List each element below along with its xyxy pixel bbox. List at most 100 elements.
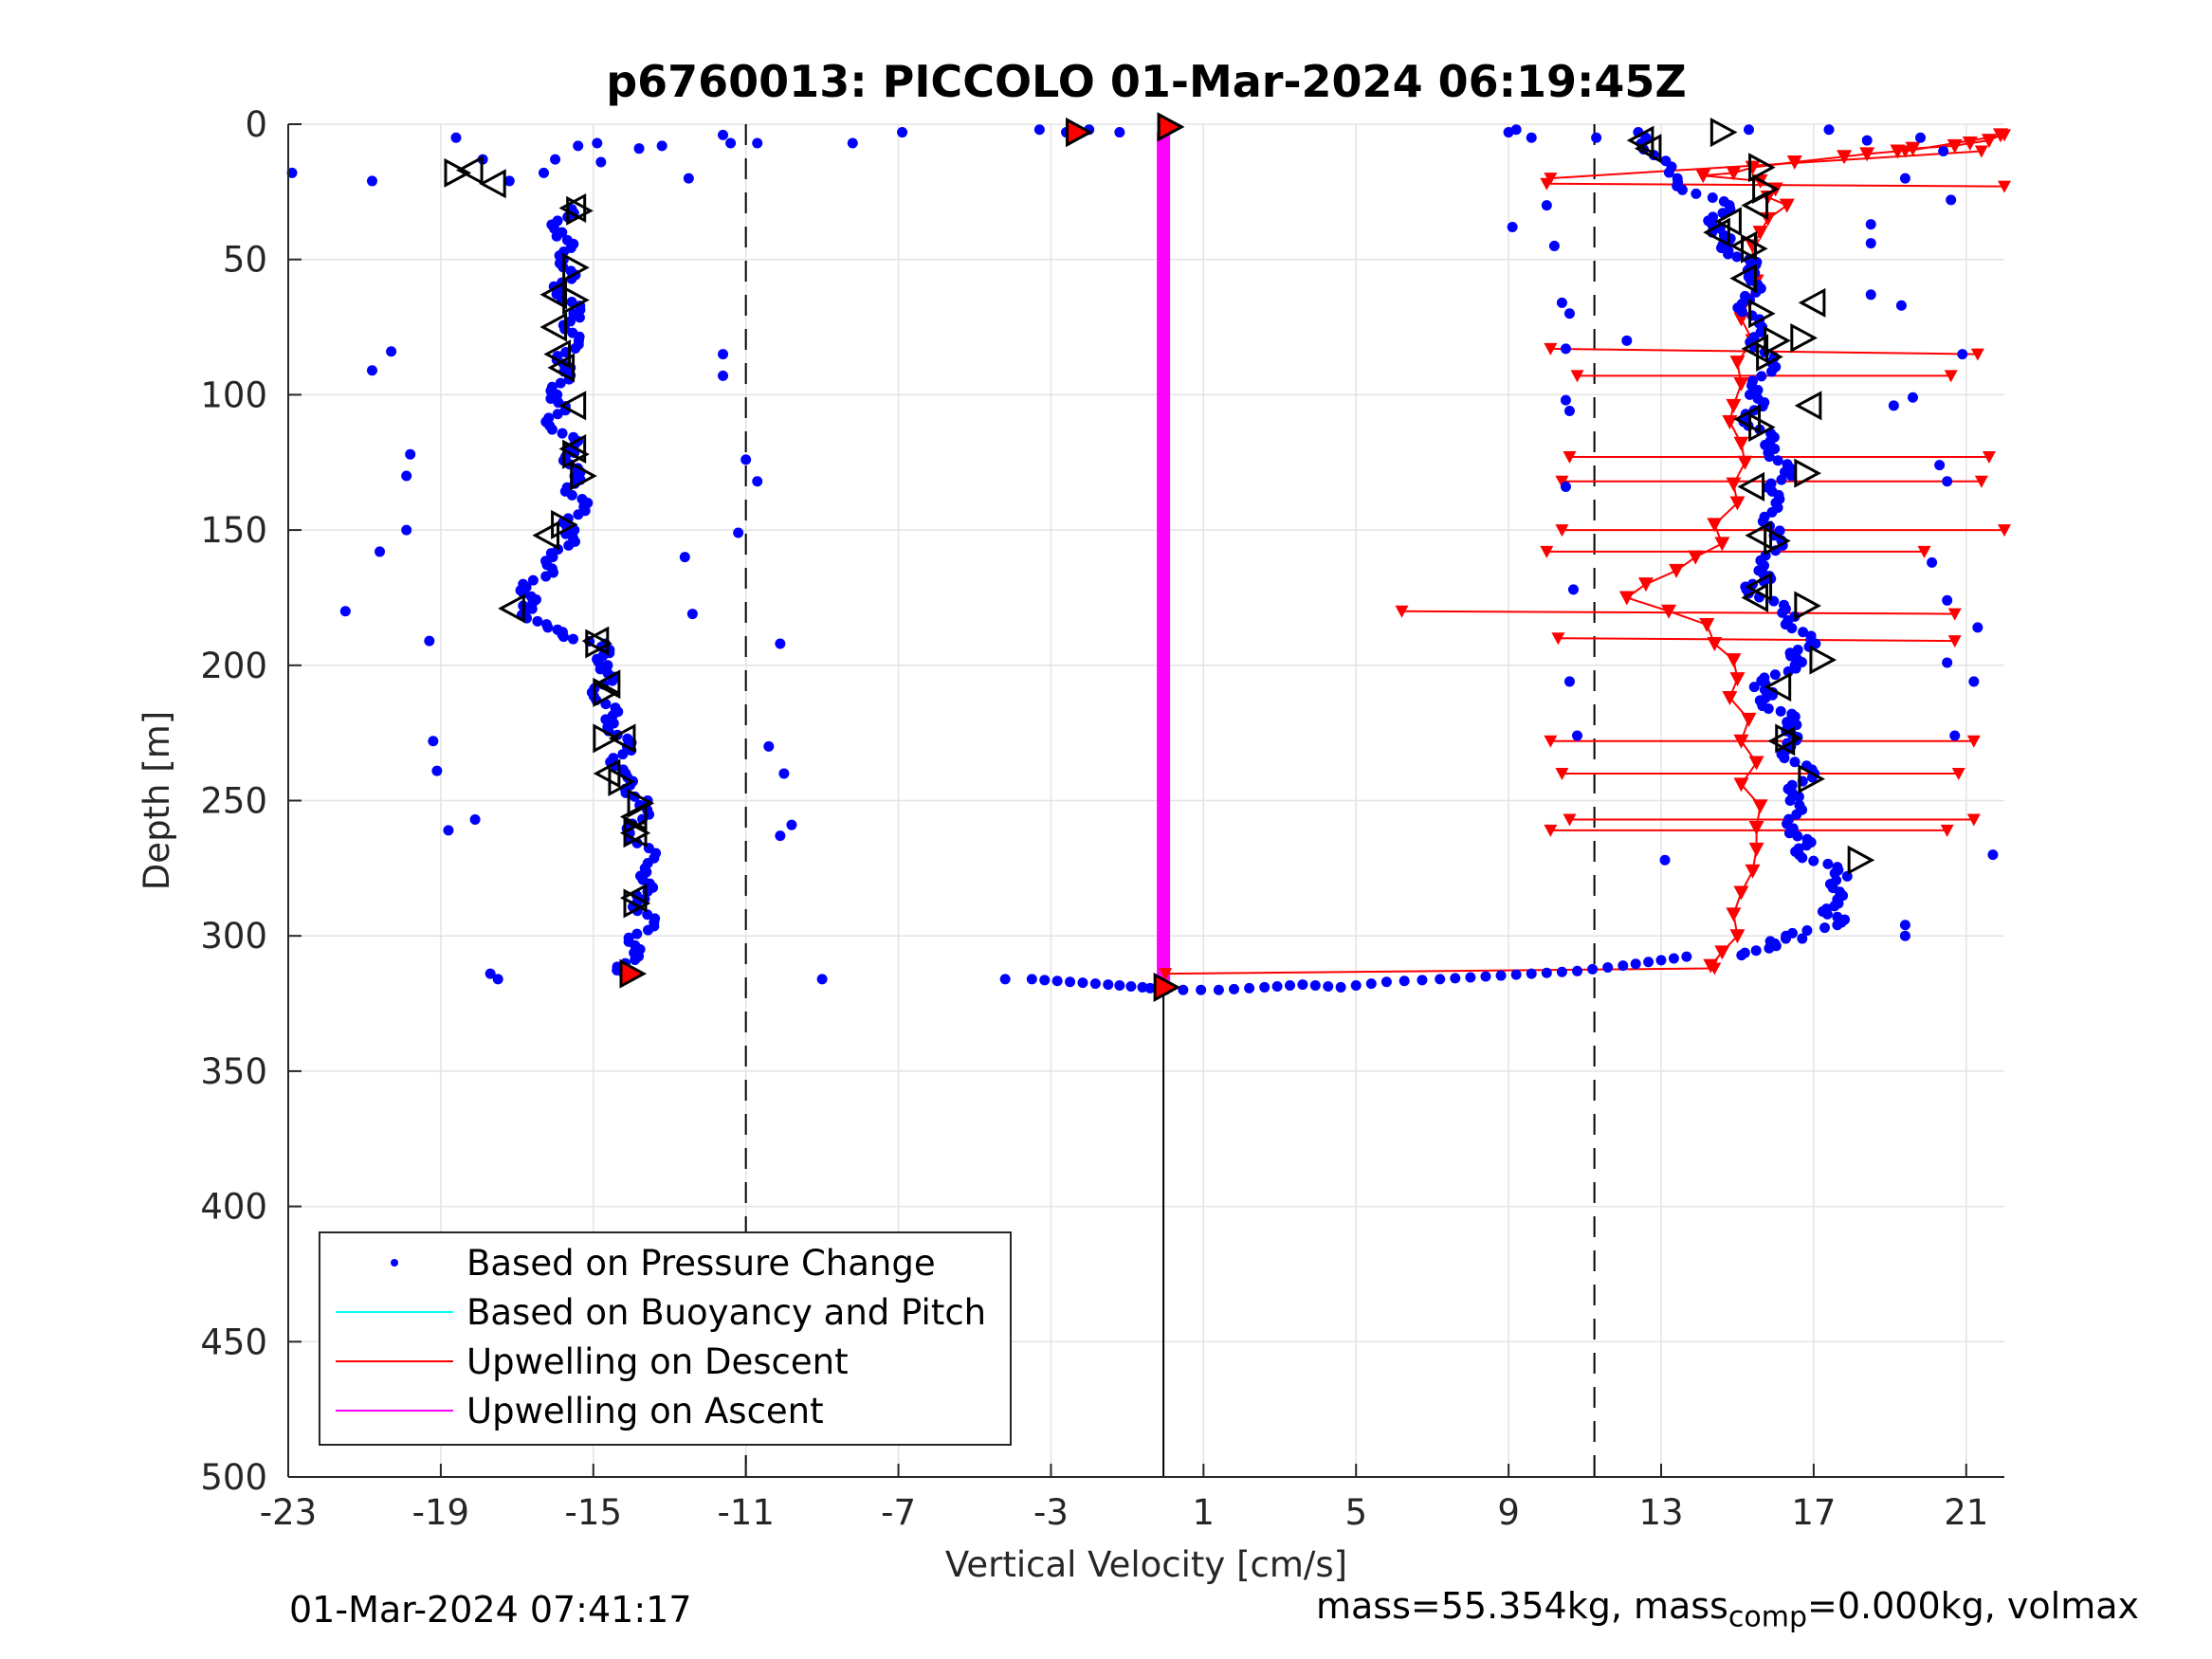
pressure-outlier-point <box>1865 238 1876 249</box>
pressure-apogee-point <box>1572 965 1583 976</box>
descent-marker <box>1982 451 1996 465</box>
pressure-surface-point <box>897 127 908 138</box>
descent-marker <box>1544 735 1558 748</box>
descent-marker <box>1540 545 1554 558</box>
pressure-outlier-point <box>405 448 416 460</box>
descent-marker <box>1992 128 2008 143</box>
red-filled-triangle-marker <box>619 958 648 989</box>
pressure-outlier-point <box>375 546 386 557</box>
pressure-apogee-point <box>1137 981 1148 993</box>
pressure-apogee-point <box>1541 967 1552 978</box>
pressure-apogee-point <box>1089 978 1101 990</box>
pressure-descent-point <box>1819 922 1831 934</box>
left-triangle-marker <box>1729 264 1757 294</box>
x-tick-label: 9 <box>1497 1492 1520 1533</box>
red-filled-triangle-marker <box>1066 118 1093 148</box>
pressure-apogee-point <box>1285 980 1296 992</box>
descent-marker <box>1951 767 1965 780</box>
descent-marker <box>1962 136 1978 151</box>
pressure-descent-point <box>1769 669 1781 681</box>
pressure-descent-point <box>1777 607 1788 618</box>
pressure-ascent-point <box>532 615 543 627</box>
descent-marker <box>1722 691 1738 706</box>
pressure-apogee-point <box>1309 980 1321 992</box>
pressure-descent-point <box>1801 924 1813 936</box>
right-triangle-marker <box>1748 153 1776 183</box>
pressure-apogee-point <box>1495 970 1507 981</box>
y-tick-label: 450 <box>200 1322 267 1362</box>
pressure-ascent-point <box>557 428 568 439</box>
pressure-descent-point <box>1766 506 1778 518</box>
chart-title: p6760013: PICCOLO 01-Mar-2024 06:19:45Z <box>606 56 1687 107</box>
right-triangle-marker <box>1847 845 1875 875</box>
pressure-outlier-point <box>366 365 377 376</box>
pressure-outlier-point <box>484 968 496 979</box>
pressure-surface-point <box>366 175 377 187</box>
y-tick-label: 300 <box>200 916 267 957</box>
descent-marker <box>1998 180 2011 193</box>
pressure-outlier-point <box>1560 343 1571 355</box>
pressure-surface-point <box>286 167 298 178</box>
descent-marker <box>1917 545 1931 558</box>
x-tick-label: -23 <box>260 1492 317 1533</box>
y-tick-label: 500 <box>200 1457 267 1498</box>
pressure-apogee-point <box>1510 969 1522 980</box>
pressure-outlier-point <box>1563 406 1575 417</box>
red-filled-triangle-marker <box>1157 112 1185 142</box>
red-filled-triangle-marker <box>1153 972 1181 1002</box>
pressure-apogee-point <box>1229 983 1240 994</box>
pressure-surface-point <box>1591 132 1602 143</box>
right-triangle-marker <box>1794 458 1821 488</box>
pressure-descent-point <box>1829 901 1840 912</box>
pressure-apogee-point <box>1630 958 1641 970</box>
y-axis-label: Depth [m] <box>137 711 177 890</box>
pressure-descent-point <box>1801 840 1812 851</box>
x-tick-label: 1 <box>1193 1492 1216 1533</box>
pressure-descent-point <box>1752 385 1764 396</box>
pressure-outlier-point <box>1899 930 1910 941</box>
pressure-outlier-point <box>733 527 744 538</box>
pressure-ascent-point <box>610 702 621 714</box>
pressure-apogee-point <box>1335 981 1346 993</box>
pressure-outlier-point <box>786 819 797 830</box>
pressure-descent-point <box>1779 753 1790 764</box>
pressure-ascent-point <box>527 574 539 586</box>
pressure-surface-point <box>718 129 729 140</box>
pressure-outlier-point <box>1659 854 1671 866</box>
descent-marker <box>1395 605 1409 618</box>
descent-marker <box>1544 824 1558 837</box>
descent-marker <box>1741 712 1757 727</box>
pressure-apogee-point <box>1655 955 1667 966</box>
descent-marker <box>1540 177 1554 191</box>
pressure-surface-point <box>1526 132 1537 143</box>
pressure-ascent-point <box>552 409 563 420</box>
descent-marker <box>1159 968 1173 981</box>
descent-spike-line <box>1401 610 1955 615</box>
pressure-outlier-point <box>752 476 763 487</box>
pressure-surface-point <box>1114 127 1125 138</box>
descent-marker <box>1779 198 1795 213</box>
descent-marker <box>1970 348 1984 361</box>
pressure-descent-point <box>1808 855 1819 866</box>
pressure-descent-point <box>1783 828 1795 839</box>
pressure-descent-point <box>1798 627 1809 638</box>
legend-entry-label: Upwelling on Ascent <box>466 1391 824 1431</box>
descent-marker <box>1837 150 1853 165</box>
left-triangle-marker <box>593 669 621 700</box>
right-triangle-marker <box>562 284 590 316</box>
descent-marker <box>1944 370 1958 383</box>
pressure-outlier-point <box>1899 920 1910 931</box>
pressure-outlier-point <box>431 765 443 776</box>
timestamp-text: 01-Mar-2024 07:41:17 <box>289 1589 692 1631</box>
left-triangle-marker <box>1634 134 1662 164</box>
pressure-ascent-point <box>608 718 619 729</box>
left-triangle-marker <box>1745 572 1773 602</box>
descent-marker <box>1729 496 1746 511</box>
pressure-outlier-point <box>718 349 729 360</box>
pressure-ascent-point <box>602 660 613 671</box>
pressure-outlier-point <box>1865 219 1876 230</box>
left-triangle-marker <box>479 169 506 199</box>
left-triangle-marker <box>1798 287 1826 318</box>
right-triangle-marker <box>1764 525 1791 556</box>
left-triangle-marker <box>1703 217 1730 247</box>
